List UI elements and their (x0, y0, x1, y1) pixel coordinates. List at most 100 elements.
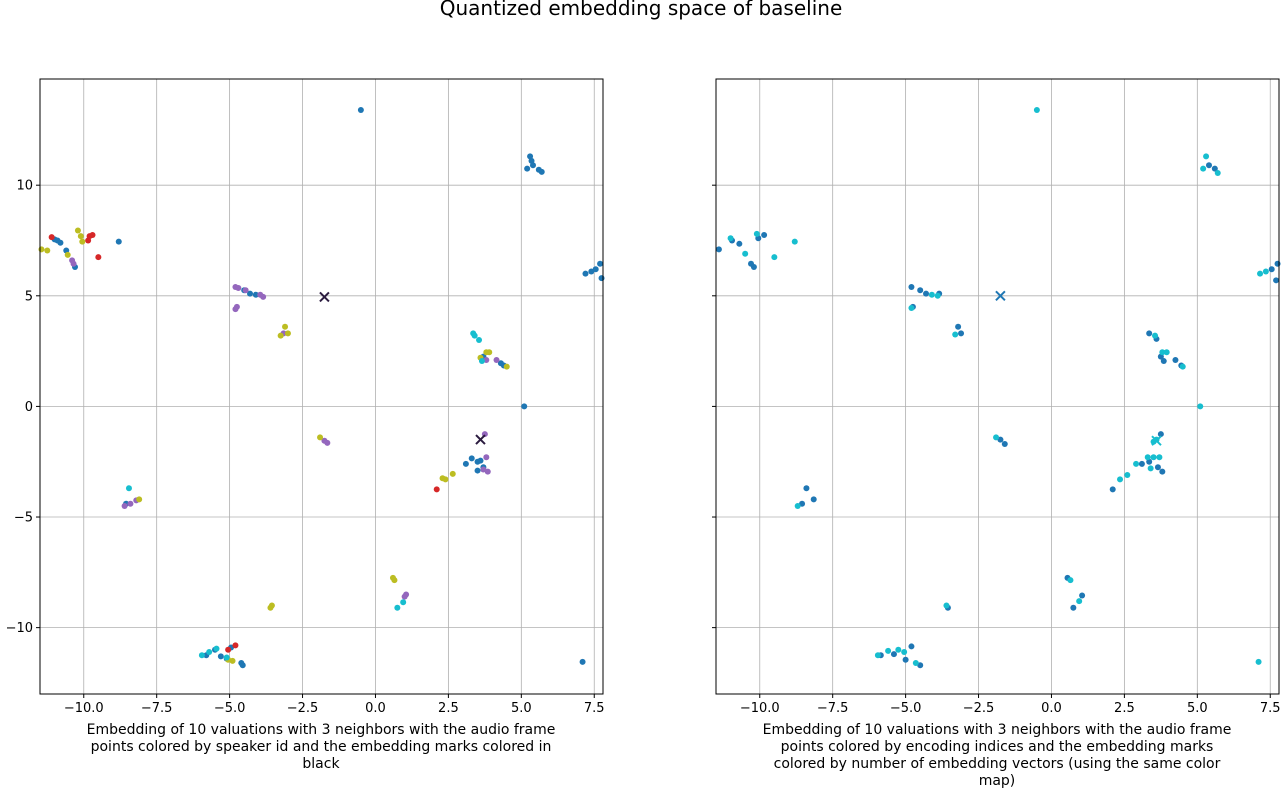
right-data-point-cyan (1257, 270, 1264, 277)
left-data-point-olive (136, 496, 143, 503)
right-x-tick-label: 5.0 (1187, 701, 1208, 716)
left-data-point-olive (74, 227, 81, 234)
right-data-point-cyan (993, 434, 1000, 441)
left-data-point-cyan (394, 604, 401, 611)
left-data-point-purple (483, 454, 490, 461)
left-data-point-olive (503, 363, 510, 370)
right-data-point-blue (761, 231, 768, 238)
right-x-tick-label: 0.0 (1041, 701, 1062, 716)
left-y-tick-label: −5 (14, 511, 33, 526)
right-data-point-cyan (901, 648, 908, 655)
left-data-point-blue (239, 662, 246, 669)
left-data-point-blue (579, 658, 586, 665)
left-data-point-blue (115, 238, 122, 245)
left-data-point-purple (324, 439, 331, 446)
left-data-point-blue (477, 457, 484, 464)
left-data-point-purple (493, 356, 500, 363)
right-data-point-blue (908, 283, 915, 290)
left-data-point-blue (468, 455, 475, 462)
left-scatter-plot: −10.0 −7.5 −5.0 −2.5 0.0 2.5 5.0 7.5 −10 −5 0 5 10 (6, 78, 605, 716)
right-data-point-blue (1268, 266, 1275, 273)
left-data-point-blue (462, 460, 469, 467)
right-x-tick-label: −5.0 (890, 701, 922, 716)
left-data-point-purple (127, 500, 134, 507)
right-data-point-blue (1274, 260, 1281, 267)
right-data-point-blue (902, 656, 909, 663)
right-data-point-blue (1146, 330, 1153, 337)
right-data-point-cyan (928, 291, 935, 298)
left-data-point-red (225, 646, 232, 653)
left-data-point-blue (597, 260, 604, 267)
left-data-point-cyan (206, 648, 213, 655)
left-plot-caption: Embedding of 10 valuations with 3 neighb… (86, 722, 556, 772)
right-data-point-blue (958, 330, 965, 337)
right-data-point-cyan (874, 652, 881, 659)
left-data-point-purple (233, 303, 240, 310)
left-data-point-red (95, 254, 102, 261)
right-data-point-cyan (742, 250, 749, 257)
left-data-point-purple (235, 285, 242, 292)
right-data-point-cyan (1033, 106, 1040, 113)
left-data-point-olive (449, 470, 456, 477)
right-data-point-cyan (934, 292, 941, 299)
right-data-point-blue (1205, 162, 1212, 169)
right-data-point-cyan (1203, 153, 1210, 160)
right-data-point-cyan (753, 230, 760, 237)
right-data-point-blue (1138, 460, 1145, 467)
right-data-point-cyan (1076, 598, 1083, 605)
right-data-point-cyan (1179, 363, 1186, 370)
left-y-tick-label: −10 (6, 621, 33, 636)
right-data-point-cyan (727, 235, 734, 242)
right-x-tick-label: 2.5 (1114, 701, 1135, 716)
left-data-point-purple (401, 593, 408, 600)
left-data-point-olive (44, 247, 51, 254)
right-data-point-cyan (1144, 454, 1151, 461)
right-data-point-blue (890, 651, 897, 658)
left-data-point-blue (582, 270, 589, 277)
right-data-point-cyan (1159, 349, 1166, 356)
left-data-point-olive (77, 233, 84, 240)
right-data-point-blue (908, 643, 915, 650)
right-data-point-blue (748, 260, 755, 267)
right-data-point-blue (810, 496, 817, 503)
left-data-point-red (48, 234, 55, 241)
right-plot-caption: Embedding of 10 valuations with 3 neighb… (762, 722, 1232, 789)
left-x-tick-label: −2.5 (287, 701, 319, 716)
right-data-point-cyan (943, 602, 950, 609)
left-y-tick-label: 0 (25, 400, 33, 415)
left-data-point-blue (57, 239, 64, 246)
left-data-point-blue (598, 275, 605, 282)
right-data-point-cyan (1255, 658, 1262, 665)
right-data-point-cyan (791, 238, 798, 245)
right-data-point-blue (1157, 431, 1164, 438)
right-data-point-cyan (912, 660, 919, 667)
left-data-point-cyan (476, 337, 483, 344)
right-data-point-blue (917, 287, 924, 294)
left-data-point-blue (217, 653, 224, 660)
right-data-point-cyan (1152, 332, 1159, 339)
left-embedding-mark (475, 434, 486, 445)
right-data-point-blue (1154, 464, 1161, 471)
right-data-point-cyan (908, 304, 915, 311)
left-data-point-olive (38, 246, 45, 253)
left-data-point-blue (529, 162, 536, 169)
left-x-tick-label: 2.5 (438, 701, 459, 716)
left-data-point-cyan (471, 332, 478, 339)
right-data-point-cyan (1067, 577, 1074, 584)
left-y-tick-label: 10 (16, 179, 33, 194)
right-data-point-blue (955, 323, 962, 330)
left-data-point-cyan (400, 599, 407, 606)
right-data-point-cyan (952, 331, 959, 338)
left-axes-frame (39, 78, 604, 695)
left-x-tick-label: 0.0 (365, 701, 386, 716)
left-x-tick-label: 7.5 (584, 701, 605, 716)
left-y-tick-label: 5 (25, 289, 33, 304)
left-data-point-cyan (198, 652, 205, 659)
right-x-tick-label: −7.5 (817, 701, 849, 716)
right-embedding-mark (995, 290, 1006, 302)
right-data-point-cyan (1262, 268, 1269, 275)
left-data-point-olive (268, 602, 275, 609)
right-data-point-cyan (771, 254, 778, 261)
right-data-point-cyan (1150, 454, 1157, 461)
